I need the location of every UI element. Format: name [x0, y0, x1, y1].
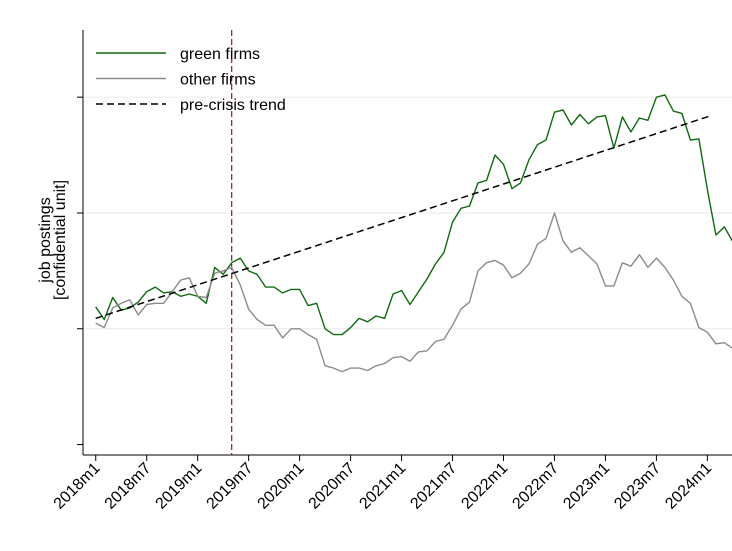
series-line [95, 94, 732, 336]
legend-label: pre-crisis trend [180, 97, 286, 114]
y-axis-title-line: job postings [37, 197, 54, 283]
y-axis-title: job postings [confidential unit] [37, 180, 69, 300]
series-line [95, 114, 712, 320]
legend-label: other firms [180, 72, 256, 89]
legend: green firms other firms pre-crisis trend [96, 46, 286, 114]
series-line [95, 212, 732, 373]
legend-label: green firms [180, 46, 260, 63]
y-axis-title-line: [confidential unit] [52, 180, 69, 300]
